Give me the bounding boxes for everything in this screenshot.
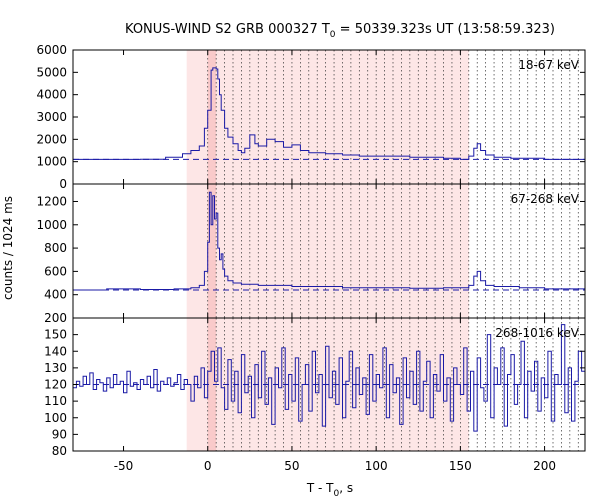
highlight-region (186, 50, 469, 184)
y-tick-label: 1000 (36, 155, 67, 169)
highlight-peak-region (207, 184, 217, 318)
energy-band-label: 67-268 keV (511, 192, 580, 206)
y-tick-label: 140 (44, 344, 67, 358)
panel-3: 80 90 100 110 120 130 140 150 268-1016 keV (44, 317, 586, 458)
y-tick-label: 100 (44, 411, 67, 425)
y-tick-label: 2000 (36, 132, 67, 146)
y-tick-label: 0 (59, 177, 67, 191)
panel-1: 0 1000 2000 3000 4000 5000 6000 18-67 keV (36, 43, 586, 191)
y-tick-label: 90 (52, 427, 67, 441)
x-tick-label: 100 (365, 459, 388, 473)
chart-title: KONUS-WIND S2 GRB 000327 T0 = 50339.323s… (125, 22, 555, 40)
y-tick-label: 400 (44, 288, 67, 302)
panel-2: 200 400 600 800 1000 1200 67-268 keV (36, 183, 586, 325)
highlight-region (186, 184, 469, 318)
x-tick-label: 200 (533, 459, 556, 473)
y-tick-label: 110 (44, 394, 67, 408)
y-tick-label: 3000 (36, 110, 67, 124)
x-tick-label: 150 (449, 459, 472, 473)
y-tick-label: 120 (44, 378, 67, 392)
y-tick-label: 5000 (36, 65, 67, 79)
y-tick-label: 1000 (36, 218, 67, 232)
y-tick-label: 6000 (36, 43, 67, 57)
y-tick-label: 150 (44, 328, 67, 342)
x-tick-label: -50 (114, 459, 134, 473)
highlight-peak-region (207, 318, 217, 451)
x-tick-label: 0 (204, 459, 212, 473)
light-curve-series (73, 324, 585, 432)
light-curve-series (73, 67, 586, 160)
x-tick-label: 50 (284, 459, 299, 473)
energy-band-label: 18-67 keV (518, 58, 580, 72)
y-tick-label: 200 (44, 311, 67, 325)
energy-band-label: 268-1016 keV (495, 326, 579, 340)
y-tick-label: 130 (44, 361, 67, 375)
y-tick-label: 1200 (36, 194, 67, 208)
highlight-peak-region (207, 50, 217, 184)
x-axis-label: T - T0, s (306, 481, 353, 499)
y-tick-label: 4000 (36, 88, 67, 102)
y-tick-label: 800 (44, 241, 67, 255)
y-axis-label: counts / 1024 ms (1, 196, 15, 300)
y-tick-label: 80 (52, 444, 67, 458)
y-tick-label: 600 (44, 264, 67, 278)
light-curve-series (73, 191, 586, 291)
